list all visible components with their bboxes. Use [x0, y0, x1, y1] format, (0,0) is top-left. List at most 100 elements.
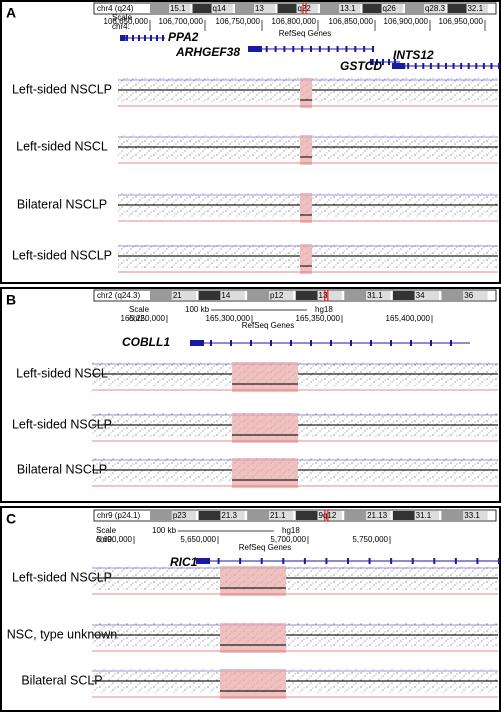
- scale-label: Scale: [96, 526, 117, 535]
- ideogram-band-label-bg: [317, 511, 342, 520]
- gene-exon: [433, 558, 436, 564]
- ideogram-band-label: 31.1: [416, 511, 432, 520]
- scale-tick-label: 5,700,000: [270, 535, 306, 544]
- scale-tick-label: 165,250,000: [121, 314, 166, 323]
- gene-exon: [144, 35, 146, 41]
- track-label: NSC, type unknown: [7, 627, 118, 641]
- scale-tick-label: 106,650,000: [104, 17, 149, 26]
- gene-exon: [270, 340, 272, 346]
- gene-start: [248, 46, 262, 52]
- gene-exon: [368, 558, 371, 564]
- gene-exon: [450, 340, 452, 346]
- gene-exon: [310, 46, 312, 52]
- scale-tick-label: 106,850,000: [329, 17, 374, 26]
- ideogram-band-label-bg: [463, 291, 488, 300]
- ideogram-band: [198, 291, 221, 300]
- gene-exon: [460, 63, 463, 69]
- gene-exon: [162, 35, 164, 41]
- gene-exon: [388, 59, 390, 65]
- ideogram-band-label: 21.3: [221, 511, 237, 520]
- gene-exon: [354, 46, 357, 52]
- gene-exon: [410, 340, 412, 346]
- ideogram-band: [447, 4, 467, 13]
- gene-exon: [370, 340, 372, 346]
- panel-border: [0, 287, 501, 503]
- ideogram-band: [247, 511, 269, 520]
- panel-label: C: [6, 511, 16, 527]
- gene-exon: [260, 558, 263, 564]
- scale-tick-label: 106,950,000: [439, 17, 484, 26]
- gene-exon: [429, 63, 432, 69]
- track-label: Bilateral SCLP: [21, 673, 102, 687]
- gene-exon: [363, 46, 366, 52]
- ideogram-band-label: 21: [173, 291, 182, 300]
- gene-exon: [390, 340, 392, 346]
- gene-exon: [407, 63, 410, 69]
- scale-tick-label: 106,900,000: [384, 17, 429, 26]
- scale-tick-label: 165,350,000: [296, 314, 341, 323]
- ideogram-band: [150, 291, 172, 300]
- ideogram-band-label: 33.1: [464, 511, 480, 520]
- gene-exon: [422, 63, 425, 69]
- ideogram-band-label-bg: [424, 4, 446, 13]
- ideogram-band-label-bg: [220, 511, 245, 520]
- gene-exon: [382, 59, 384, 65]
- scale-tick-label: 5,650,000: [180, 535, 216, 544]
- ideogram-band-label: 13.1: [340, 4, 356, 13]
- ideogram-band-label: q28.3: [425, 4, 446, 13]
- ideogram-band-label: q26: [382, 4, 396, 13]
- gene-exon: [475, 63, 478, 69]
- chromosome-label: chr9 (p24.1): [97, 511, 140, 520]
- scale-tick-label: 165,400,000: [386, 314, 431, 323]
- scale-tick-label: 165,300,000: [206, 314, 251, 323]
- gene-exon: [126, 35, 128, 41]
- ideogram-band-label-bg: [171, 291, 197, 300]
- gene-exon: [301, 46, 304, 52]
- ideogram-band: [277, 4, 297, 13]
- gene-exon: [336, 46, 339, 52]
- scale-tick-label: 106,700,000: [159, 17, 204, 26]
- ideogram-band: [295, 291, 318, 300]
- gene-exon: [437, 63, 440, 69]
- gene-track-label: RefSeq Genes: [242, 321, 294, 330]
- ideogram-band-label-bg: [269, 511, 294, 520]
- ideogram-band: [150, 511, 172, 520]
- gene-exon: [239, 558, 242, 564]
- gene-exon: [274, 46, 277, 52]
- ideogram-band-label-bg: [317, 291, 342, 300]
- gene-exon: [132, 35, 134, 41]
- ideogram-band-label-bg: [414, 511, 439, 520]
- gene-exon: [310, 340, 312, 346]
- ideogram-frame: [93, 509, 497, 522]
- scale-label: Scale: [112, 13, 133, 22]
- ideogram-band: [235, 4, 255, 13]
- gene-exon: [345, 46, 348, 52]
- ideogram-band: [198, 511, 221, 520]
- track-label: Left-sided NSCL: [16, 366, 108, 380]
- panel-label: A: [6, 5, 16, 21]
- track-label: Left-sided NSCL: [16, 139, 108, 153]
- track-label: Left-sided NSCLP: [12, 82, 112, 96]
- scale-build: hg18: [282, 526, 300, 535]
- ideogram-band: [320, 4, 340, 13]
- gene-exon: [411, 558, 414, 564]
- ideogram-band-label-bg: [171, 511, 197, 520]
- gene-exon: [156, 35, 158, 41]
- gene-start: [196, 558, 210, 564]
- scale-chrom: chr2:: [129, 314, 147, 323]
- gene-exon: [250, 340, 252, 346]
- track-label: Left-sided NSCLP: [12, 248, 112, 262]
- gene-exon: [327, 46, 330, 52]
- gene-exon: [376, 59, 378, 65]
- scale-size: 100 kb: [185, 305, 210, 314]
- gene-track-label: RefSeq Genes: [239, 543, 291, 552]
- gene-exon: [265, 46, 268, 52]
- gene-start: [392, 63, 406, 69]
- gene-exon: [452, 63, 455, 69]
- ideogram-band: [192, 4, 212, 13]
- gene-name: GSTCD: [340, 59, 382, 73]
- gene-exon: [482, 63, 485, 69]
- gene-exon: [347, 558, 349, 564]
- gene-name: COBLL1: [122, 335, 170, 349]
